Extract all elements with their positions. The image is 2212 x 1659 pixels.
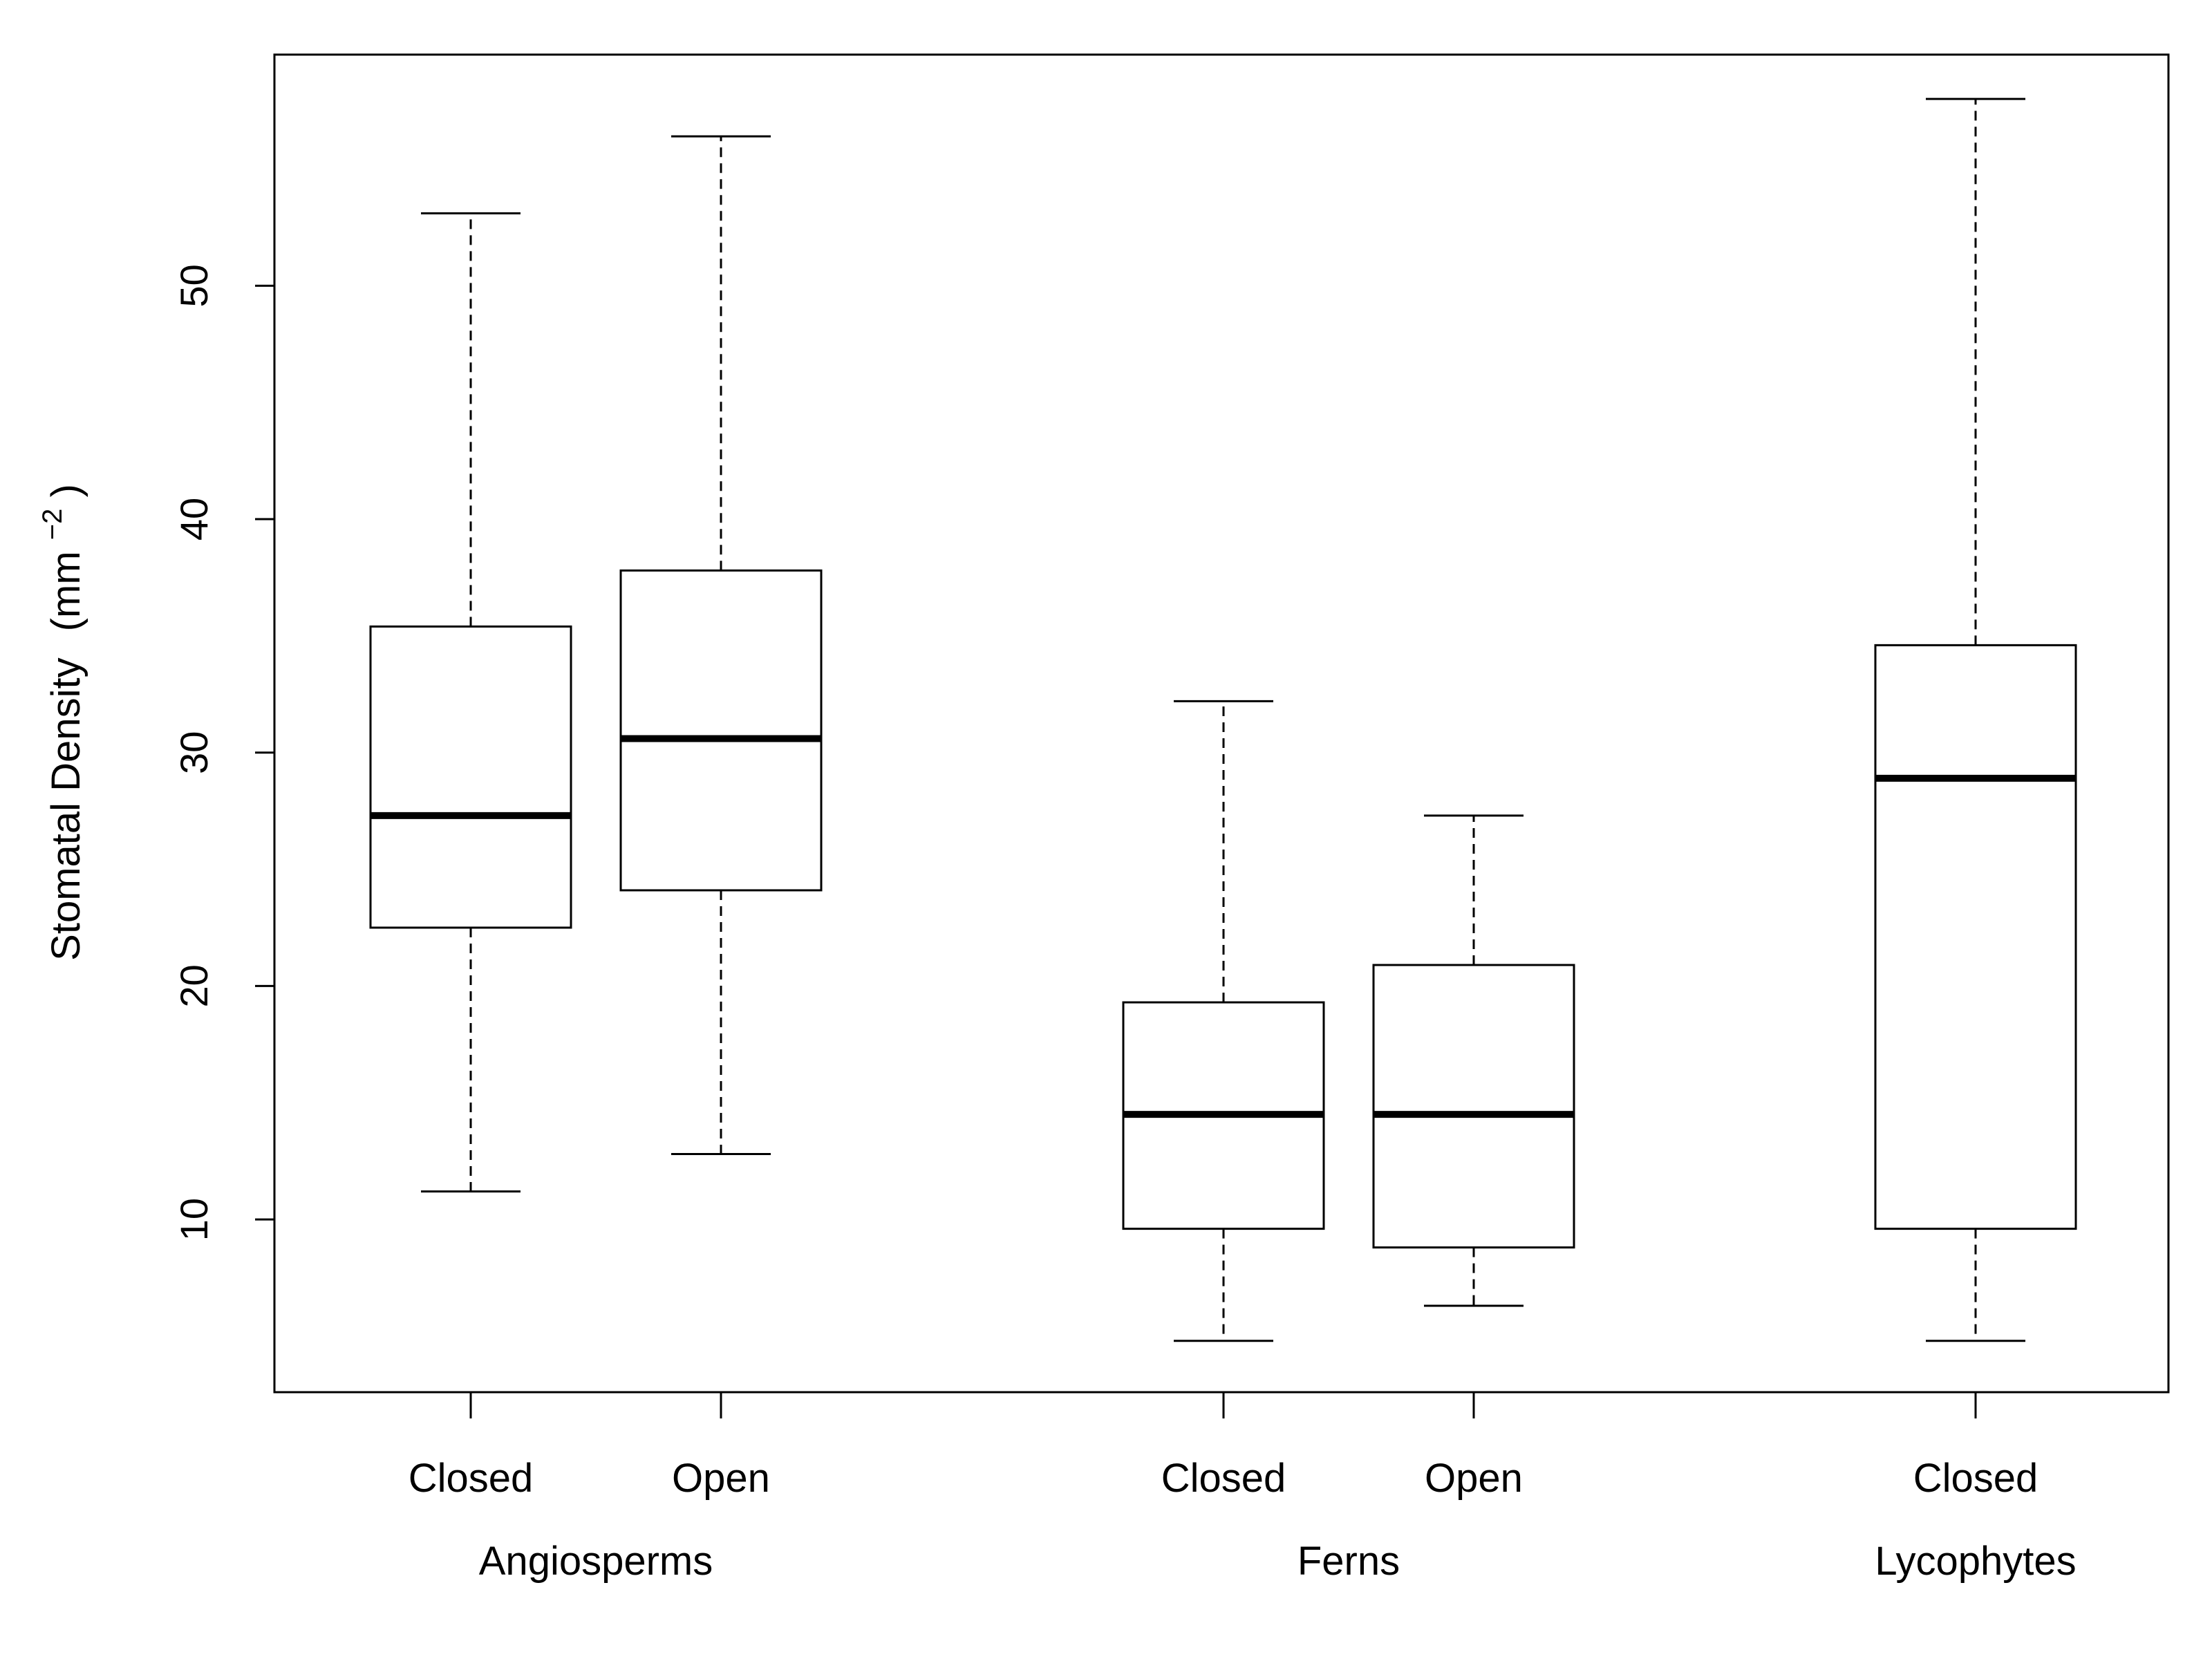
- box-angiosperms-open: [619, 135, 823, 1156]
- y-axis-label: Stomatal Density (mm −2 ): [26, 484, 88, 961]
- x-tick-label: Closed: [1913, 1456, 2038, 1501]
- y-tick-label: 30: [172, 731, 216, 774]
- y-tick-label: 10: [172, 1198, 216, 1241]
- iqr-box: [1874, 644, 2077, 1230]
- group-label: Angiosperms: [479, 1539, 713, 1584]
- group-label: Ferns: [1297, 1539, 1400, 1584]
- y-tick-label: 20: [172, 964, 216, 1007]
- x-tick-label: Closed: [1161, 1456, 1286, 1501]
- group-labels: Angiosperms Ferns Lycophytes: [479, 1539, 2077, 1584]
- x-axis: Closed Open Closed Open Closed: [409, 1391, 2038, 1501]
- iqr-box: [369, 625, 572, 929]
- boxes-layer: [369, 97, 2077, 1342]
- group-label: Lycophytes: [1875, 1539, 2076, 1584]
- x-tick-label: Closed: [409, 1456, 534, 1501]
- box-angiosperms-closed: [369, 212, 572, 1193]
- box-lycophytes-closed: [1874, 97, 2077, 1342]
- y-tick-label: 40: [172, 498, 216, 541]
- iqr-box: [619, 569, 823, 892]
- iqr-box: [1372, 964, 1575, 1249]
- box-ferns-open: [1372, 814, 1575, 1307]
- box-ferns-closed: [1122, 700, 1325, 1342]
- y-tick-label: 50: [172, 264, 216, 307]
- x-tick-label: Open: [672, 1456, 770, 1501]
- x-tick-label: Open: [1425, 1456, 1523, 1501]
- y-axis: 10 20 30 40 50: [172, 264, 276, 1241]
